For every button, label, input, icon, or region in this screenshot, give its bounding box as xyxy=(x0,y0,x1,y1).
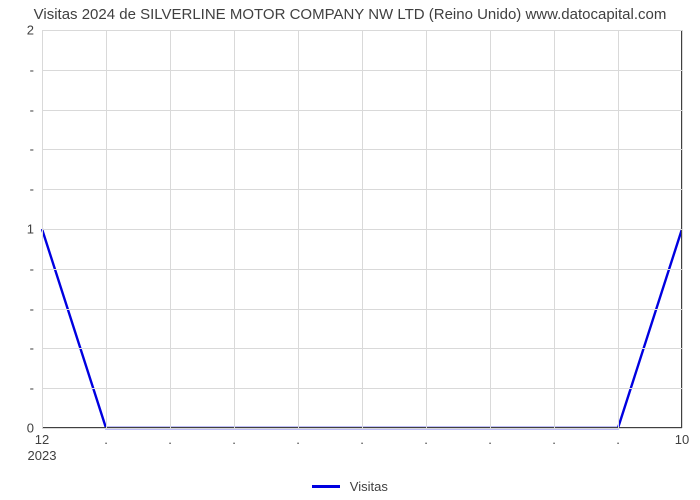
x-tick-minor: . xyxy=(360,428,364,447)
gridline-v xyxy=(234,30,235,428)
gridline-v xyxy=(106,30,107,428)
x-tick-minor: . xyxy=(488,428,492,447)
y-tick-minor: - xyxy=(30,261,42,276)
gridline-v xyxy=(298,30,299,428)
x-tick-minor: . xyxy=(552,428,556,447)
y-tick-minor: - xyxy=(30,62,42,77)
y-tick-minor: - xyxy=(30,381,42,396)
y-tick-minor: - xyxy=(30,182,42,197)
gridline-v xyxy=(682,30,683,428)
x-tick-minor: . xyxy=(296,428,300,447)
legend-label: Visitas xyxy=(350,479,388,494)
x-tick-minor: . xyxy=(104,428,108,447)
gridline-v xyxy=(426,30,427,428)
legend: Visitas xyxy=(0,478,700,494)
x-tick-minor: . xyxy=(424,428,428,447)
y-tick-minor: - xyxy=(30,102,42,117)
x-tick-label: 10 xyxy=(675,428,689,447)
y-tick-label: 2 xyxy=(27,23,42,38)
gridline-v xyxy=(42,30,43,428)
y-tick-minor: - xyxy=(30,301,42,316)
x-tick-minor: . xyxy=(232,428,236,447)
y-tick-minor: - xyxy=(30,142,42,157)
x-tick-minor: . xyxy=(616,428,620,447)
y-tick-label: 1 xyxy=(27,222,42,237)
gridline-v xyxy=(490,30,491,428)
legend-swatch xyxy=(312,485,340,488)
chart-title: Visitas 2024 de SILVERLINE MOTOR COMPANY… xyxy=(0,6,700,23)
gridline-v xyxy=(170,30,171,428)
gridline-v xyxy=(362,30,363,428)
gridline-v xyxy=(618,30,619,428)
x-tick-minor: . xyxy=(168,428,172,447)
x-year-label: 2023 xyxy=(28,428,57,463)
chart-container: Visitas 2024 de SILVERLINE MOTOR COMPANY… xyxy=(0,0,700,500)
y-tick-minor: - xyxy=(30,341,42,356)
plot-area: 0----1----212.........102023 xyxy=(42,30,682,428)
gridline-v xyxy=(554,30,555,428)
